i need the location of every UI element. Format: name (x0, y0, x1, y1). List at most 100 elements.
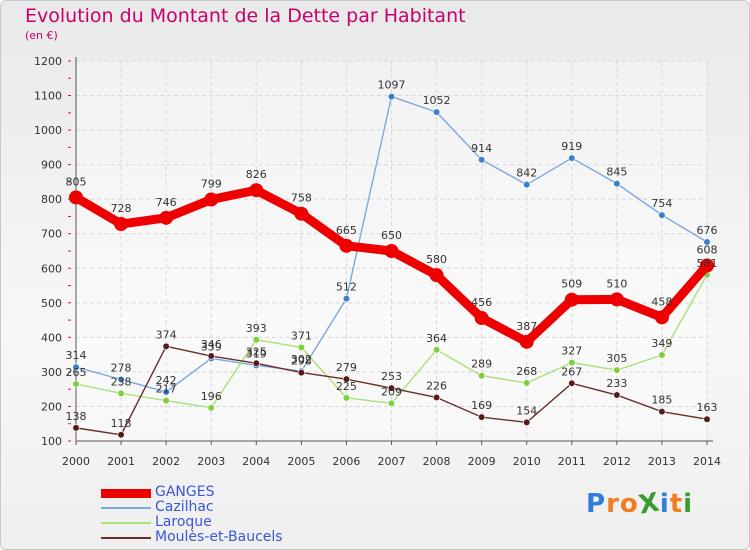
data-label-ganges: 387 (516, 320, 537, 333)
data-label-ganges: 456 (471, 296, 492, 309)
data-label-moul-s-et-baucels: 118 (111, 417, 132, 430)
logo-letter: i (683, 489, 694, 519)
data-label-ganges: 758 (291, 192, 312, 205)
data-point-moul-s-et-baucels (72, 424, 80, 432)
data-label-cazilhac: 339 (201, 340, 222, 353)
logo-letter: i (659, 489, 670, 519)
data-point-cazilhac (568, 154, 576, 162)
proxiti-logo: ProXiti (586, 487, 694, 520)
data-point-ganges (474, 311, 489, 326)
logo-letter: t (669, 489, 684, 519)
logo-letter: o (619, 489, 639, 519)
data-label-laroque: 196 (201, 390, 222, 403)
x-tick-label: 2010 (513, 455, 541, 468)
legend-item-laroque: Laroque (101, 514, 361, 530)
data-point-laroque (117, 389, 125, 397)
data-label-laroque: 265 (66, 366, 87, 379)
data-label-cazilhac: 919 (561, 140, 582, 153)
data-label-cazilhac: 1097 (378, 79, 406, 92)
x-tick-label: 2012 (603, 455, 631, 468)
legend-label: Laroque (155, 514, 212, 530)
data-point-ganges (204, 192, 219, 207)
data-label-ganges: 510 (606, 277, 627, 290)
data-point-laroque (613, 366, 621, 374)
data-label-laroque: 209 (381, 385, 402, 398)
y-tick-label: 600 (41, 262, 62, 275)
data-point-laroque (387, 399, 396, 407)
data-point-moul-s-et-baucels (207, 352, 215, 360)
x-tick-label: 2001 (107, 455, 135, 468)
y-tick-label: 700 (41, 228, 62, 241)
data-label-moul-s-et-baucels: 253 (381, 370, 402, 383)
y-tick-label: 1100 (34, 90, 62, 103)
legend-label: Moulès-et-Baucels (155, 529, 283, 545)
data-point-moul-s-et-baucels (478, 413, 486, 421)
y-tick-label: 300 (41, 366, 62, 379)
data-label-moul-s-et-baucels: 267 (561, 365, 582, 378)
y-tick-label: 500 (41, 297, 62, 310)
data-point-moul-s-et-baucels (297, 369, 305, 377)
data-point-laroque (478, 372, 486, 380)
x-tick-label: 2006 (332, 455, 360, 468)
data-label-ganges: 650 (381, 229, 402, 242)
data-point-moul-s-et-baucels (342, 375, 351, 383)
data-label-cazilhac: 302 (291, 353, 312, 366)
x-tick-label: 2000 (62, 455, 90, 468)
data-point-moul-s-et-baucels (568, 379, 576, 387)
data-label-laroque: 225 (336, 380, 357, 393)
y-tick-label: 900 (41, 159, 62, 172)
data-point-laroque (162, 396, 170, 405)
y-tick-label: 200 (41, 400, 62, 413)
data-point-moul-s-et-baucels (703, 415, 711, 423)
data-label-laroque: 364 (426, 332, 447, 345)
data-point-ganges (700, 258, 714, 273)
data-label-laroque: 217 (156, 383, 177, 396)
data-point-ganges (339, 238, 354, 253)
data-label-laroque: 393 (246, 322, 267, 335)
data-point-laroque (207, 404, 215, 412)
data-point-cazilhac (613, 180, 621, 188)
legend-swatch (101, 507, 151, 509)
data-point-cazilhac (523, 181, 531, 189)
data-point-laroque (568, 358, 576, 367)
y-tick-label: 400 (41, 331, 62, 344)
legend-swatch (101, 537, 151, 539)
data-label-moul-s-et-baucels: 138 (66, 410, 87, 423)
logo-letter: r (606, 489, 620, 519)
data-label-cazilhac: 754 (651, 197, 672, 210)
x-tick-label: 2007 (378, 455, 406, 468)
data-point-laroque (72, 380, 80, 388)
data-label-cazilhac: 512 (336, 281, 357, 294)
logo-letter: P (586, 489, 607, 519)
legend-swatch (101, 488, 151, 498)
data-point-ganges (609, 292, 624, 307)
data-label-ganges: 509 (561, 278, 582, 291)
y-tick-label: 1000 (34, 124, 62, 137)
data-point-cazilhac (117, 375, 125, 384)
legend-label: Cazilhac (155, 499, 214, 515)
data-point-cazilhac (342, 295, 351, 303)
data-label-cazilhac: 842 (516, 167, 537, 180)
data-point-ganges (114, 217, 129, 232)
data-label-cazilhac: 845 (606, 166, 627, 179)
data-label-ganges: 799 (201, 178, 222, 191)
data-label-moul-s-et-baucels: 233 (606, 377, 627, 390)
data-point-cazilhac (432, 108, 441, 116)
data-point-ganges (384, 244, 399, 258)
data-label-laroque: 581 (697, 257, 718, 270)
data-point-moul-s-et-baucels (613, 391, 621, 399)
data-point-laroque (432, 346, 441, 354)
data-point-cazilhac (478, 156, 486, 164)
data-point-laroque (523, 379, 531, 387)
data-label-laroque: 289 (471, 358, 492, 371)
data-point-ganges (519, 334, 534, 349)
data-point-ganges (429, 268, 444, 283)
data-point-ganges (249, 183, 264, 198)
data-label-laroque: 305 (606, 352, 627, 365)
chart-legend: GANGES Cazilhac Laroque Moulès-et-Baucels (101, 484, 361, 545)
data-label-moul-s-et-baucels: 154 (516, 404, 537, 417)
y-tick-label: 100 (41, 435, 62, 448)
x-tick-label: 2013 (648, 455, 676, 468)
